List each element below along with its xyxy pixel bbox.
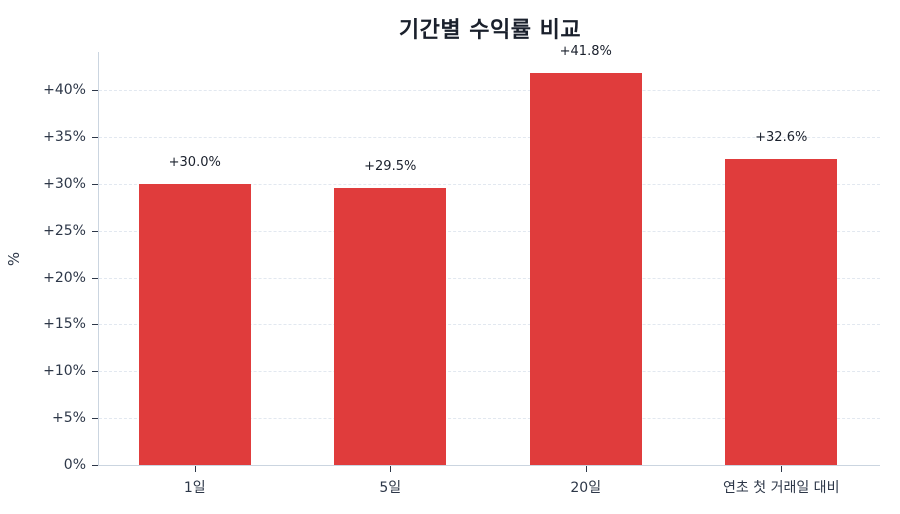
y-tick-label: +30% [43,175,86,192]
x-tick-label: 5일 [379,480,402,496]
gridline [99,371,880,373]
y-tick [92,324,98,326]
y-tick-label: +25% [43,222,86,239]
x-axis-line [98,465,880,466]
gridline [99,230,880,232]
bar-value-label: +41.8% [559,44,612,60]
chart-title: 기간별 수익률 비교 [398,18,582,43]
bar-2 [529,73,642,465]
x-tick [781,466,783,472]
y-tick [92,371,98,373]
x-tick [194,466,196,472]
gridline [99,324,880,326]
y-tick [92,90,98,91]
y-tick-label: +20% [43,269,86,286]
gridline [99,136,880,138]
x-tick [390,466,392,472]
y-tick-label: +15% [43,316,86,333]
y-tick [92,136,98,138]
bar-3 [725,159,838,465]
x-tick-label: 20일 [570,480,602,496]
gridline [99,90,880,91]
y-tick-label: +35% [43,128,86,145]
bar-value-label: +30.0% [168,154,221,170]
y-tick-label: +10% [43,363,86,380]
y-axis-label: % [5,251,23,267]
y-tick-label: +5% [52,410,86,427]
x-tick-label: 1일 [183,480,206,496]
y-tick-label: 0% [63,457,86,473]
y-tick [92,183,98,185]
y-tick [92,418,98,420]
gridline [99,183,880,185]
y-tick [92,465,98,466]
y-tick-label: +40% [43,82,86,98]
y-axis-line [98,52,99,466]
bar-value-label: +32.6% [755,130,808,146]
bar-1 [334,188,447,465]
bar-value-label: +29.5% [364,159,417,175]
gridline [99,418,880,420]
y-tick [92,277,98,279]
gridline [99,277,880,279]
x-tick-label: 연초 첫 거래일 대비 [723,480,840,496]
bar-0 [138,183,251,465]
y-tick [92,230,98,232]
x-tick [585,466,587,472]
